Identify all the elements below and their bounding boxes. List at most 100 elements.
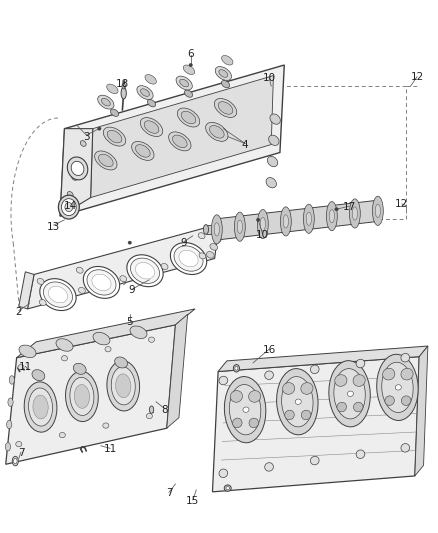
Ellipse shape	[140, 118, 163, 136]
Ellipse shape	[176, 76, 192, 90]
Ellipse shape	[48, 286, 67, 303]
Ellipse shape	[98, 95, 114, 109]
Ellipse shape	[180, 79, 189, 87]
Ellipse shape	[206, 252, 214, 258]
Ellipse shape	[73, 364, 86, 374]
Ellipse shape	[374, 200, 382, 221]
Ellipse shape	[258, 209, 268, 239]
Ellipse shape	[401, 443, 410, 452]
Ellipse shape	[105, 346, 111, 352]
Ellipse shape	[235, 367, 238, 370]
Ellipse shape	[214, 223, 219, 236]
Ellipse shape	[174, 246, 203, 271]
Ellipse shape	[24, 382, 57, 432]
Ellipse shape	[270, 114, 280, 124]
Ellipse shape	[58, 195, 79, 219]
Text: 10: 10	[262, 73, 276, 83]
Ellipse shape	[66, 372, 98, 422]
Ellipse shape	[335, 375, 347, 386]
Ellipse shape	[352, 207, 357, 220]
Text: 5: 5	[127, 317, 133, 327]
Ellipse shape	[382, 362, 413, 413]
Ellipse shape	[218, 102, 233, 114]
Polygon shape	[60, 128, 93, 216]
Ellipse shape	[283, 215, 289, 228]
Ellipse shape	[183, 65, 194, 75]
Ellipse shape	[135, 262, 155, 279]
Ellipse shape	[92, 274, 111, 290]
Ellipse shape	[329, 209, 335, 223]
Ellipse shape	[78, 287, 85, 293]
Polygon shape	[6, 325, 176, 464]
Ellipse shape	[144, 121, 159, 133]
Ellipse shape	[107, 84, 118, 94]
Polygon shape	[217, 200, 378, 240]
Ellipse shape	[137, 86, 153, 100]
Polygon shape	[91, 76, 273, 198]
Ellipse shape	[148, 337, 155, 342]
Ellipse shape	[132, 141, 154, 160]
Ellipse shape	[5, 442, 11, 451]
Ellipse shape	[334, 369, 365, 419]
Ellipse shape	[350, 199, 360, 228]
Ellipse shape	[122, 84, 125, 89]
Ellipse shape	[243, 407, 249, 413]
Ellipse shape	[99, 154, 113, 167]
Ellipse shape	[161, 263, 168, 270]
Text: 3: 3	[83, 132, 89, 142]
Ellipse shape	[128, 241, 131, 244]
Ellipse shape	[56, 338, 73, 351]
Ellipse shape	[59, 432, 65, 438]
Ellipse shape	[115, 357, 127, 368]
Ellipse shape	[141, 89, 149, 96]
Ellipse shape	[356, 450, 365, 458]
Ellipse shape	[70, 377, 94, 415]
Ellipse shape	[199, 253, 206, 259]
Ellipse shape	[148, 100, 155, 107]
Polygon shape	[167, 314, 187, 428]
Text: 12: 12	[395, 199, 408, 209]
Ellipse shape	[80, 141, 86, 147]
Ellipse shape	[7, 420, 12, 429]
Ellipse shape	[179, 251, 198, 267]
Ellipse shape	[9, 376, 14, 384]
Ellipse shape	[145, 75, 156, 84]
Ellipse shape	[184, 90, 193, 98]
Ellipse shape	[210, 244, 218, 250]
Ellipse shape	[76, 267, 83, 273]
Ellipse shape	[215, 67, 232, 80]
Ellipse shape	[209, 126, 224, 138]
Ellipse shape	[395, 385, 401, 390]
Ellipse shape	[224, 485, 231, 491]
Ellipse shape	[74, 384, 89, 408]
Ellipse shape	[285, 410, 294, 420]
Ellipse shape	[18, 365, 24, 370]
Ellipse shape	[107, 361, 140, 411]
Ellipse shape	[301, 383, 313, 394]
Text: 17: 17	[343, 202, 356, 212]
Ellipse shape	[265, 463, 273, 471]
Ellipse shape	[295, 399, 301, 405]
Ellipse shape	[135, 144, 150, 157]
Ellipse shape	[67, 191, 73, 197]
Ellipse shape	[127, 255, 163, 287]
Ellipse shape	[329, 361, 370, 427]
Text: 11: 11	[103, 445, 117, 455]
Ellipse shape	[169, 132, 191, 151]
Text: 6: 6	[187, 50, 194, 59]
Ellipse shape	[98, 127, 101, 130]
Ellipse shape	[222, 55, 233, 65]
Text: 15: 15	[186, 496, 200, 506]
Ellipse shape	[32, 370, 45, 381]
Ellipse shape	[83, 266, 120, 298]
Ellipse shape	[268, 135, 279, 146]
Text: 7: 7	[18, 448, 24, 458]
Ellipse shape	[103, 423, 109, 428]
Ellipse shape	[37, 278, 44, 285]
Ellipse shape	[130, 326, 147, 338]
Ellipse shape	[230, 384, 261, 435]
Ellipse shape	[39, 300, 46, 305]
Ellipse shape	[67, 157, 88, 180]
Ellipse shape	[266, 177, 276, 188]
Text: 13: 13	[47, 222, 60, 232]
